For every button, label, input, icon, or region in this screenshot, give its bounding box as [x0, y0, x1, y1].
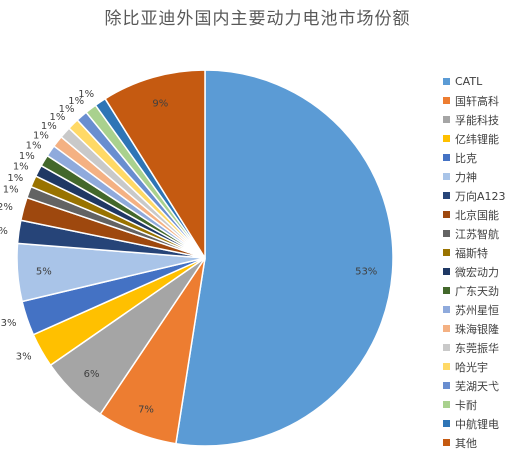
- legend-label: 比克: [455, 151, 477, 165]
- legend-swatch: [443, 420, 450, 427]
- legend-label: 微宏动力: [455, 265, 499, 279]
- legend-label: 中航锂电: [455, 417, 499, 431]
- slice-data-label: 1%: [50, 112, 66, 123]
- legend-label: 芜湖天弋: [455, 379, 499, 393]
- legend-swatch: [443, 401, 450, 408]
- legend-label: 国轩高科: [455, 94, 499, 108]
- legend-swatch: [443, 439, 450, 446]
- slice-data-label: 1%: [3, 184, 19, 195]
- legend-item: 国轩高科: [443, 91, 515, 110]
- pie-slice: [104, 69, 206, 261]
- legend-swatch: [443, 363, 450, 370]
- legend-label: 力神: [455, 170, 477, 184]
- legend-swatch: [443, 287, 450, 294]
- legend-swatch: [443, 230, 450, 237]
- legend-swatch: [443, 78, 450, 85]
- slice-data-label: 1%: [33, 131, 49, 142]
- legend-label: 孚能科技: [455, 113, 499, 127]
- legend-label: 广东天劲: [455, 284, 499, 298]
- legend-item: 东莞振华: [443, 338, 515, 357]
- slice-data-label: 6%: [84, 369, 100, 380]
- slice-data-label: 3%: [1, 318, 17, 329]
- legend-swatch: [443, 325, 450, 332]
- legend-label: 江苏智航: [455, 227, 499, 241]
- legend-label: 哈光宇: [455, 360, 488, 374]
- slice-data-label: 53%: [355, 267, 377, 278]
- slice-data-label: 5%: [36, 267, 52, 278]
- legend-item: 广东天劲: [443, 281, 515, 300]
- legend-item: 比克: [443, 148, 515, 167]
- legend-swatch: [443, 154, 450, 161]
- legend-item: 卡耐: [443, 395, 515, 414]
- legend-item: 江苏智航: [443, 224, 515, 243]
- legend-item: 芜湖天弋: [443, 376, 515, 395]
- legend-swatch: [443, 268, 450, 275]
- legend-label: 万向A123: [455, 189, 506, 203]
- slice-data-label: 1%: [78, 89, 94, 100]
- legend-swatch: [443, 116, 450, 123]
- legend-item: 珠海银隆: [443, 319, 515, 338]
- slice-data-label: 1%: [26, 141, 42, 152]
- slice-data-label: 1%: [19, 151, 35, 162]
- legend-item: 微宏动力: [443, 262, 515, 281]
- slice-data-label: 1%: [59, 104, 75, 115]
- legend-item: CATL: [443, 72, 515, 91]
- legend-item: 亿纬锂能: [443, 129, 515, 148]
- legend-label: 珠海银隆: [455, 322, 499, 336]
- legend-swatch: [443, 192, 450, 199]
- legend-label: 福斯特: [455, 246, 488, 260]
- slice-data-label: 2%: [0, 226, 8, 237]
- slice-data-label: 1%: [13, 162, 29, 173]
- legend-item: 北京国能: [443, 205, 515, 224]
- legend-swatch: [443, 344, 450, 351]
- legend-label: 苏州星恒: [455, 303, 499, 317]
- legend-label: CATL: [455, 75, 483, 88]
- legend-swatch: [443, 211, 450, 218]
- slices-layer: [16, 69, 394, 447]
- legend-item: 万向A123: [443, 186, 515, 205]
- legend-label: 东莞振华: [455, 341, 499, 355]
- legend-label: 亿纬锂能: [455, 132, 499, 146]
- legend-swatch: [443, 306, 450, 313]
- legend-swatch: [443, 382, 450, 389]
- slice-data-label: 1%: [41, 121, 57, 132]
- legend-item: 孚能科技: [443, 110, 515, 129]
- chart-legend: CATL 国轩高科孚能科技亿纬锂能比克力神万向A123 北京国能江苏智航福斯特微宏动…: [443, 72, 515, 452]
- legend-label: 卡耐: [455, 398, 477, 412]
- legend-swatch: [443, 173, 450, 180]
- legend-item: 中航锂电: [443, 414, 515, 433]
- legend-swatch: [443, 135, 450, 142]
- legend-swatch: [443, 249, 450, 256]
- pie-slice: [175, 69, 394, 447]
- legend-label: 其他: [455, 436, 477, 450]
- slice-data-label: 7%: [138, 405, 154, 416]
- slice-data-label: 1%: [68, 96, 84, 107]
- slice-data-label: 2%: [0, 202, 13, 213]
- slice-data-label: 1%: [7, 173, 23, 184]
- legend-swatch: [443, 97, 450, 104]
- legend-item: 力神: [443, 167, 515, 186]
- legend-item: 福斯特: [443, 243, 515, 262]
- legend-item: 其他: [443, 433, 515, 452]
- legend-label: 北京国能: [455, 208, 499, 222]
- slice-data-label: 3%: [16, 352, 32, 363]
- slice-data-label: 9%: [152, 99, 168, 110]
- chart-title: 除比亚迪外国内主要动力电池市场份额: [104, 9, 411, 29]
- labels-layer: 53%7%6%3%3%5%2%2%1%1%1%1%1%1%1%1%1%1%1%9…: [0, 89, 377, 416]
- legend-item: 苏州星恒: [443, 300, 515, 319]
- legend-item: 哈光宇: [443, 357, 515, 376]
